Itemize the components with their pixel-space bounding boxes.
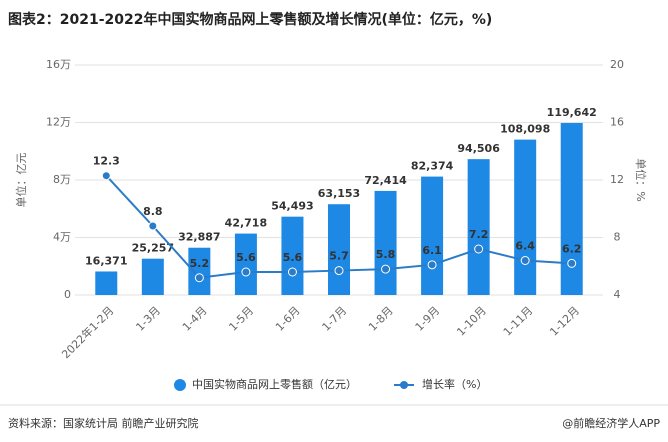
growth-point — [241, 267, 251, 277]
bar — [234, 233, 257, 295]
bar-label: 42,718 — [225, 217, 267, 230]
x-tick-label: 1-3月 — [133, 304, 163, 334]
growth-label: 6.1 — [422, 244, 442, 257]
legend-label: 增长率（%） — [422, 377, 487, 391]
x-tick-label: 1-8月 — [366, 304, 396, 334]
bar — [514, 139, 537, 295]
growth-point — [474, 244, 484, 254]
x-tick-label: 1-9月 — [413, 304, 443, 334]
y-tick-label: 4万 — [53, 231, 71, 244]
bar-label: 108,098 — [500, 123, 550, 136]
credit: @前瞻经济学人APP — [562, 416, 660, 430]
y-tick-label: 0 — [64, 288, 71, 301]
legend-label: 中国实物商品网上零售额（亿元） — [192, 377, 357, 391]
x-tick-label: 1-4月 — [180, 304, 210, 334]
chart-title: 图表2：2021-2022年中国实物商品网上零售额及增长情况(单位：亿元，%) — [8, 11, 492, 28]
growth-point — [520, 256, 530, 265]
y-tick-label: 16万 — [46, 58, 71, 71]
x-tick-label: 1-10月 — [454, 304, 489, 339]
bar-label: 54,493 — [271, 200, 313, 213]
y2-tick-label: 8 — [614, 231, 621, 244]
x-tick-label: 1-7月 — [320, 304, 350, 334]
growth-point — [381, 264, 391, 274]
x-tick-label: 1-11月 — [501, 304, 536, 339]
x-tick-label: 1-12月 — [547, 304, 582, 339]
y2-tick-label: 16 — [610, 116, 624, 129]
x-tick-label: 2022年1-2月 — [59, 303, 117, 361]
bar-label: 32,887 — [178, 231, 220, 244]
bar — [95, 271, 118, 295]
y-tick-label: 8万 — [53, 173, 71, 186]
y2-tick-label: 4 — [614, 288, 621, 301]
bar-label: 82,374 — [411, 160, 454, 173]
growth-label: 6.4 — [515, 240, 535, 253]
bar-label: 16,371 — [85, 254, 127, 267]
growth-label: 8.8 — [143, 205, 163, 218]
bar-label: 63,153 — [318, 187, 360, 200]
x-tick-label: 1-6月 — [273, 304, 303, 334]
growth-point — [334, 266, 344, 276]
growth-point — [427, 260, 437, 270]
growth-label: 5.7 — [329, 250, 349, 263]
legend-marker — [400, 381, 408, 389]
bar-label: 72,414 — [364, 174, 407, 187]
growth-label: 5.6 — [283, 251, 303, 264]
y2-tick-label: 20 — [610, 58, 624, 71]
bar — [560, 123, 583, 296]
y2-axis-label: 单位：% — [634, 158, 648, 201]
bar — [374, 190, 397, 295]
bar-label: 94,506 — [457, 142, 500, 155]
bar — [467, 159, 490, 295]
legend-marker — [174, 379, 186, 391]
growth-label: 5.6 — [236, 251, 256, 264]
growth-label: 5.8 — [376, 248, 396, 261]
bar — [328, 204, 350, 295]
growth-point — [101, 171, 111, 181]
y-tick-label: 12万 — [46, 116, 71, 129]
bar — [281, 216, 304, 295]
source: 资料来源：国家统计局 前瞻产业研究院 — [8, 416, 199, 430]
growth-label: 12.3 — [93, 155, 120, 168]
growth-point — [567, 258, 577, 268]
growth-label: 5.2 — [190, 257, 210, 270]
y-axis-label: 单位：亿元 — [14, 153, 28, 208]
bar — [141, 258, 164, 295]
bar-label: 25,257 — [132, 242, 174, 255]
growth-label: 7.2 — [469, 228, 489, 241]
growth-point — [287, 267, 297, 277]
x-tick-label: 1-5月 — [226, 304, 256, 334]
y2-tick-label: 12 — [610, 173, 624, 186]
bar-label: 119,642 — [547, 106, 597, 119]
bar — [188, 247, 211, 295]
growth-label: 6.2 — [562, 242, 582, 255]
growth-point — [148, 221, 158, 231]
growth-point — [194, 273, 204, 283]
bar — [421, 176, 444, 295]
